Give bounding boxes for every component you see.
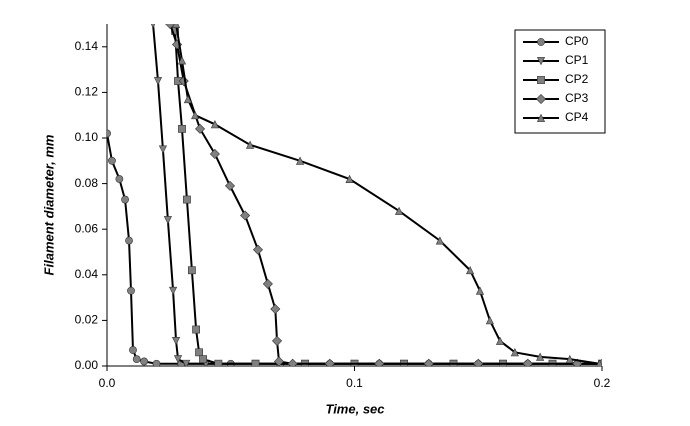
marker xyxy=(374,358,385,366)
marker xyxy=(152,359,161,366)
marker xyxy=(210,120,219,129)
y-axis-title: Filament diameter, mm xyxy=(41,134,56,275)
marker xyxy=(121,195,129,204)
marker xyxy=(171,337,181,346)
marker xyxy=(423,358,434,366)
marker xyxy=(565,354,574,364)
series-line xyxy=(107,133,602,365)
marker xyxy=(195,123,206,134)
marker xyxy=(191,110,200,120)
x-axis-title: Time, sec xyxy=(325,401,385,416)
marker xyxy=(187,266,196,275)
y-tick-label: 0.14 xyxy=(75,39,99,53)
marker xyxy=(535,93,547,105)
marker xyxy=(163,216,172,225)
legend-label: CP2 xyxy=(565,72,589,86)
marker xyxy=(345,174,354,183)
marker xyxy=(245,140,255,149)
marker xyxy=(165,24,176,30)
marker xyxy=(183,195,191,204)
marker xyxy=(178,124,186,133)
marker xyxy=(572,358,583,366)
marker xyxy=(183,94,193,104)
marker xyxy=(107,129,111,138)
y-tick-label: 0.04 xyxy=(75,267,99,281)
marker xyxy=(251,359,260,366)
marker xyxy=(129,346,137,354)
marker xyxy=(140,357,149,366)
marker xyxy=(510,348,519,357)
marker xyxy=(596,359,602,366)
marker xyxy=(199,355,207,364)
marker xyxy=(127,286,135,295)
marker xyxy=(522,358,533,366)
legend-label: CP0 xyxy=(565,34,589,48)
series xyxy=(171,24,602,366)
marker xyxy=(158,145,168,154)
marker xyxy=(537,76,545,84)
marker xyxy=(537,38,545,46)
marker xyxy=(394,206,404,215)
series-line xyxy=(175,24,600,365)
marker xyxy=(473,358,484,366)
marker xyxy=(287,358,298,366)
marker xyxy=(195,348,203,357)
series xyxy=(107,129,602,366)
marker xyxy=(262,278,273,289)
marker xyxy=(168,286,178,296)
legend-box xyxy=(514,29,606,134)
legend-label: CP4 xyxy=(565,110,589,124)
marker xyxy=(295,156,305,165)
marker xyxy=(324,358,335,366)
marker xyxy=(536,113,546,122)
marker xyxy=(115,175,124,183)
marker xyxy=(182,359,191,366)
marker xyxy=(171,24,181,28)
marker xyxy=(270,303,281,315)
marker xyxy=(153,77,163,86)
x-tick-label: 0.1 xyxy=(346,376,363,390)
marker xyxy=(495,336,505,345)
marker xyxy=(173,355,183,364)
marker xyxy=(273,356,285,366)
y-tick-label: 0.06 xyxy=(75,221,99,235)
marker xyxy=(108,156,116,165)
series xyxy=(165,24,602,366)
x-tick-label: 0.0 xyxy=(99,376,116,390)
marker xyxy=(150,24,156,29)
marker xyxy=(475,286,485,295)
y-tick-label: 0.02 xyxy=(75,313,99,327)
y-tick-label: 0.08 xyxy=(75,176,99,190)
marker xyxy=(224,180,236,191)
marker xyxy=(177,56,187,65)
marker xyxy=(192,325,200,334)
series-line xyxy=(169,24,602,365)
marker xyxy=(485,316,494,325)
marker xyxy=(132,355,141,364)
y-tick-label: 0.00 xyxy=(75,358,99,372)
marker xyxy=(125,236,133,245)
marker xyxy=(214,359,223,366)
marker xyxy=(240,210,251,221)
legend-label: CP1 xyxy=(565,53,589,67)
y-tick-label: 0.12 xyxy=(75,85,99,99)
marker xyxy=(465,265,475,275)
marker xyxy=(536,352,545,361)
legend-label: CP3 xyxy=(565,91,589,105)
marker xyxy=(435,236,444,245)
marker xyxy=(252,244,263,255)
x-tick-label: 0.2 xyxy=(594,376,611,390)
y-tick-label: 0.10 xyxy=(75,130,99,144)
marker xyxy=(272,335,283,346)
marker xyxy=(536,57,546,66)
marker xyxy=(209,148,220,159)
